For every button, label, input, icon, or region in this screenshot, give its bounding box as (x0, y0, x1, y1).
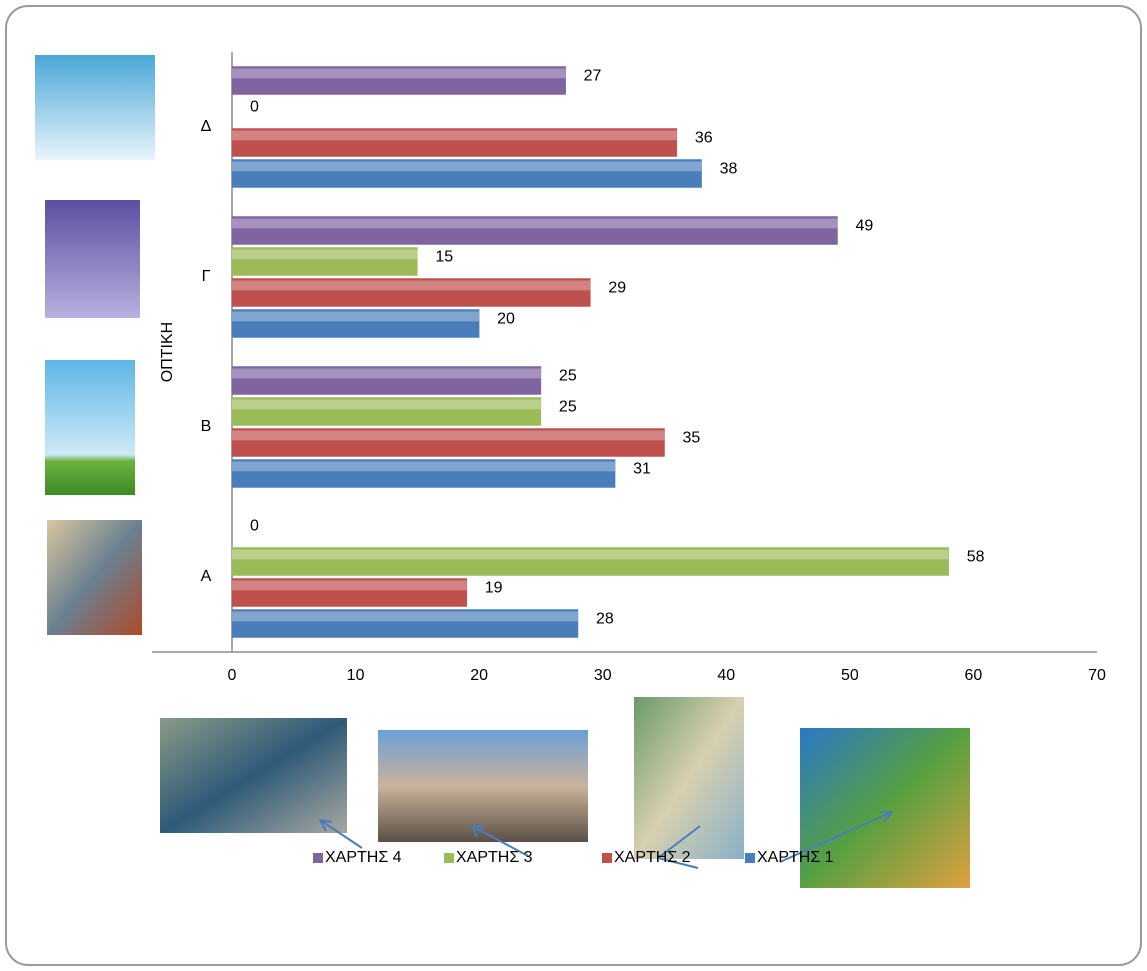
x-tick-label: 0 (228, 667, 237, 684)
bar-shine (232, 130, 677, 141)
legend-label: ΧΑΡΤΗΣ 2 (614, 849, 691, 866)
bar (231, 309, 480, 338)
bar (231, 428, 665, 457)
y-tick-label: Δ (201, 118, 212, 135)
y-axis-label: ΟΠΤΙΚΗ (159, 322, 176, 382)
value-label: 0 (250, 518, 259, 535)
bar-shine (232, 430, 665, 441)
x-tick-label: 20 (470, 667, 488, 684)
bar (231, 278, 591, 307)
value-label: 15 (435, 249, 453, 266)
arrows (319, 811, 893, 869)
bar (231, 578, 468, 607)
legend-label: ΧΑΡΤΗΣ 3 (456, 849, 533, 866)
legend-marker (313, 853, 323, 863)
icon-person (47, 520, 142, 635)
value-label: 36 (695, 130, 713, 147)
bar (231, 66, 566, 95)
value-label: 0 (250, 99, 259, 116)
map-image-2 (634, 697, 744, 859)
x-tick-label: 60 (965, 667, 983, 684)
value-label: 28 (596, 611, 614, 628)
x-tick-label: 10 (347, 667, 365, 684)
map-image-1 (800, 728, 970, 888)
value-label: 31 (633, 461, 651, 478)
value-label: 25 (559, 399, 577, 416)
bar-shine (232, 311, 480, 322)
value-label: 58 (967, 549, 985, 566)
bar-shine (232, 161, 702, 172)
bar-shine (232, 399, 541, 410)
map-image-3 (378, 730, 588, 842)
value-label: 29 (608, 280, 626, 297)
bar (231, 459, 616, 488)
y-tick-label: Α (201, 568, 212, 585)
legend-marker (745, 853, 755, 863)
bar-shine (232, 580, 467, 591)
legend-label: ΧΑΡΤΗΣ 4 (325, 849, 402, 866)
x-tick-label: 30 (594, 667, 612, 684)
value-label: 25 (559, 368, 577, 385)
icon-plane (35, 55, 155, 160)
x-tick-label: 40 (717, 667, 735, 684)
value-label: 20 (497, 311, 515, 328)
bar-shine (232, 249, 418, 260)
bar-shine (232, 368, 541, 379)
value-label: 19 (485, 580, 503, 597)
bar-shine (232, 549, 949, 560)
x-tick-label: 50 (841, 667, 859, 684)
value-label: 49 (856, 218, 874, 235)
bar (231, 247, 418, 276)
x-tick-label: 70 (1088, 667, 1106, 684)
value-label: 35 (683, 430, 701, 447)
y-tick-label: Β (201, 418, 212, 435)
legend-marker (602, 853, 612, 863)
bar-shine (232, 611, 578, 622)
bar (231, 547, 949, 576)
bar-shine (232, 68, 566, 79)
bar (231, 397, 542, 426)
value-label: 38 (720, 161, 738, 178)
bar-shine (232, 461, 616, 472)
bar-shine (232, 280, 591, 291)
bar (231, 216, 838, 245)
bar (231, 609, 579, 638)
legend-marker (444, 853, 454, 863)
map-image-4 (160, 718, 347, 833)
bar (231, 366, 542, 395)
icon-balloon (45, 360, 135, 495)
bar (231, 128, 678, 157)
value-label: 27 (584, 68, 602, 85)
bar-shine (232, 218, 838, 229)
legend-label: ΧΑΡΤΗΣ 1 (757, 849, 834, 866)
icon-astronaut (45, 200, 140, 318)
bar (231, 159, 702, 188)
y-tick-label: Γ (202, 268, 211, 285)
